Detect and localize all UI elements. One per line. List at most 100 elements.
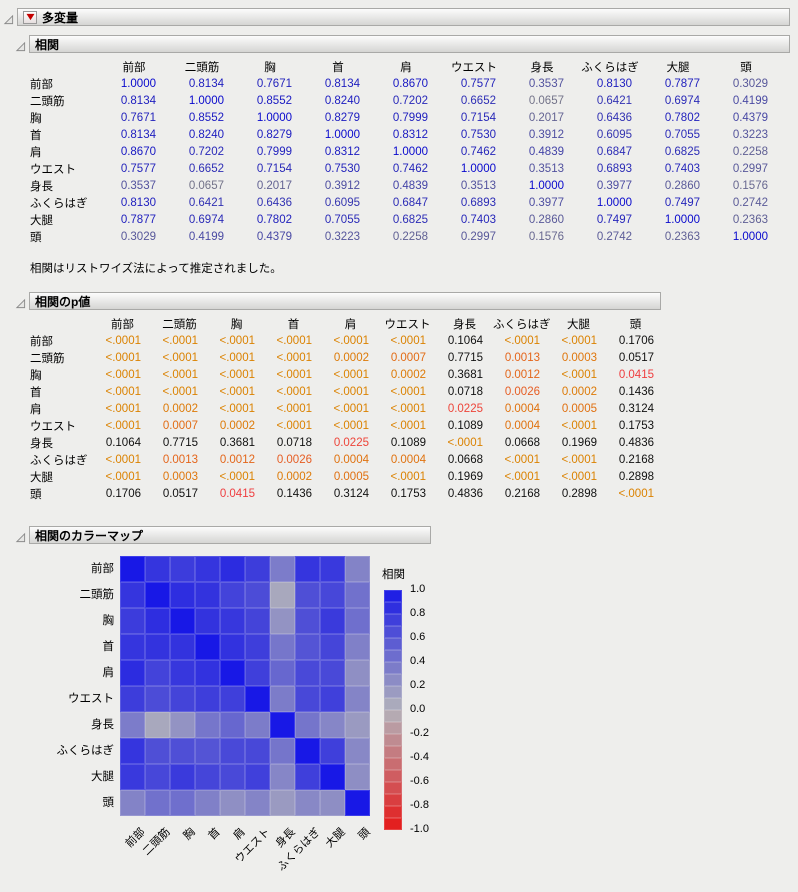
disclosure-triangle-icon[interactable] (3, 12, 14, 24)
heatmap-cell (120, 790, 145, 816)
value-cell: 0.2860 (664, 179, 700, 192)
heatmap-row-label: 頭 (102, 797, 115, 809)
value-cell: 0.0026 (504, 385, 540, 398)
value-cell: 0.3977 (596, 179, 632, 192)
column-header: 二頭筋 (184, 61, 220, 74)
value-cell: 0.3029 (120, 230, 156, 243)
heatmap-cell (170, 712, 195, 738)
heatmap-cell (245, 686, 270, 712)
value-cell: 0.0002 (276, 470, 312, 483)
value-cell: 0.8279 (324, 111, 360, 124)
heatmap-cell (220, 582, 245, 608)
value-cell: 0.1064 (105, 436, 141, 449)
value-cell: 0.4379 (732, 111, 768, 124)
value-cell: <.0001 (390, 334, 427, 347)
value-cell: 0.0012 (219, 453, 255, 466)
value-cell: 1.0000 (596, 196, 632, 209)
value-cell: 0.0013 (504, 351, 540, 364)
correlation-section: 相関 前部 二頭筋胸首肩ウエスト 身長 ふくらはぎ 大腿頭 前部 1.0000 0.8134… (15, 35, 790, 276)
value-cell: 0.7403 (664, 162, 700, 175)
value-cell: <.0001 (276, 334, 313, 347)
heatmap-cell (245, 556, 270, 582)
value-cell: <.0001 (219, 368, 256, 381)
legend-color-block (384, 818, 402, 830)
value-cell: 1.0000 (324, 128, 360, 141)
multivariate-header-bar[interactable]: 多変量 (17, 8, 790, 26)
red-triangle-menu-icon[interactable] (23, 10, 37, 24)
value-cell: 0.7462 (460, 145, 496, 158)
correlation-table: 前部 二頭筋胸首肩ウエスト 身長 ふくらはぎ 大腿頭 前部 1.0000 0.8134 0.7… (30, 58, 780, 245)
value-cell: 0.2017 (256, 179, 292, 192)
pvalue-section: 相関のp値 前部 二頭筋胸首肩ウエスト 身長 ふくらはぎ 大腿頭 前部 <.0001 <.0… (15, 292, 790, 502)
row-header: 胸 (30, 369, 42, 382)
heatmap-cell (320, 556, 345, 582)
heatmap-cell (145, 608, 170, 634)
value-cell: 0.0718 (276, 436, 312, 449)
pvalue-title: 相関のp値 (35, 294, 91, 309)
disclosure-triangle-icon[interactable] (15, 296, 26, 308)
value-cell: 0.2997 (732, 162, 768, 175)
legend-tick-label: -0.2 (410, 727, 429, 739)
value-cell: 0.0007 (162, 419, 198, 432)
value-cell: 0.3681 (219, 436, 255, 449)
value-cell: 0.7497 (596, 213, 632, 226)
value-cell: 0.6652 (460, 94, 496, 107)
value-cell: 0.0004 (390, 453, 426, 466)
heatmap-cell (220, 738, 245, 764)
legend-color-block (384, 614, 402, 626)
heatmap-cell (195, 686, 220, 712)
row-header: 肩 (30, 146, 42, 159)
multivariate-title: 多変量 (42, 10, 79, 25)
value-cell: 0.0004 (504, 419, 540, 432)
pvalue-header-bar[interactable]: 相関のp値 (29, 292, 661, 310)
column-header: 身長 (530, 61, 554, 74)
row-header: ウエスト (30, 420, 76, 433)
value-cell: <.0001 (276, 385, 313, 398)
legend-color-block (384, 794, 402, 806)
disclosure-triangle-icon[interactable] (15, 39, 26, 51)
table-row: 前部 <.0001 <.0001 <.0001 <.0001 <.0001 <.0001 0.… (30, 332, 664, 349)
row-header: 身長 (30, 180, 53, 193)
value-cell: <.0001 (390, 402, 427, 415)
heatmap-cell (170, 556, 195, 582)
correlation-header-bar[interactable]: 相関 (29, 35, 790, 53)
heatmap-cell (295, 764, 320, 790)
value-cell: 0.1576 (528, 230, 564, 243)
legend-tick-label: 1.0 (410, 583, 426, 595)
value-cell: 0.7802 (664, 111, 700, 124)
heatmap-cell (220, 556, 245, 582)
value-cell: 0.0415 (618, 368, 654, 381)
value-cell: 0.6825 (664, 145, 700, 158)
value-cell: 0.3977 (528, 196, 564, 209)
column-header: 頭 (740, 61, 752, 74)
heatmap-cell (170, 660, 195, 686)
heatmap-cell (245, 608, 270, 634)
row-header: 二頭筋 (30, 352, 65, 365)
row-header: 大腿 (30, 214, 53, 227)
value-cell: <.0001 (162, 351, 199, 364)
legend-tick-label: 0.6 (410, 631, 426, 643)
value-cell: <.0001 (561, 419, 598, 432)
table-row: ウエスト <.0001 0.0007 0.0002 <.0001 <.0001 <.0001… (30, 417, 664, 434)
value-cell: <.0001 (219, 385, 256, 398)
value-cell: <.0001 (105, 470, 142, 483)
value-cell: 0.8240 (324, 94, 360, 107)
value-cell: <.0001 (162, 368, 199, 381)
heatmap-cell (320, 660, 345, 686)
value-cell: 0.2258 (392, 230, 428, 243)
table-row: 胸 <.0001 <.0001 <.0001 <.0001 <.0001 0.0002 0.3… (30, 366, 664, 383)
disclosure-triangle-icon[interactable] (15, 530, 26, 542)
row-header: 肩 (30, 403, 42, 416)
legend-tick-label: 0.8 (410, 607, 426, 619)
colormap-header-bar[interactable]: 相関のカラーマップ (29, 526, 431, 544)
legend-tick-labels: 1.0 0.8 0.6 0.4 0.2 0.0 -0.2 -0.4 -0.6 -0.8 -1.0 (410, 583, 454, 835)
heatmap-cell (170, 764, 195, 790)
value-cell: 0.8240 (188, 128, 224, 141)
heatmap-cell (295, 608, 320, 634)
value-cell: 0.3513 (528, 162, 564, 175)
heatmap-cell (220, 634, 245, 660)
value-cell: 0.7154 (256, 162, 292, 175)
legend-color-scale (384, 590, 402, 830)
legend-color-block (384, 662, 402, 674)
heatmap-cell (195, 764, 220, 790)
